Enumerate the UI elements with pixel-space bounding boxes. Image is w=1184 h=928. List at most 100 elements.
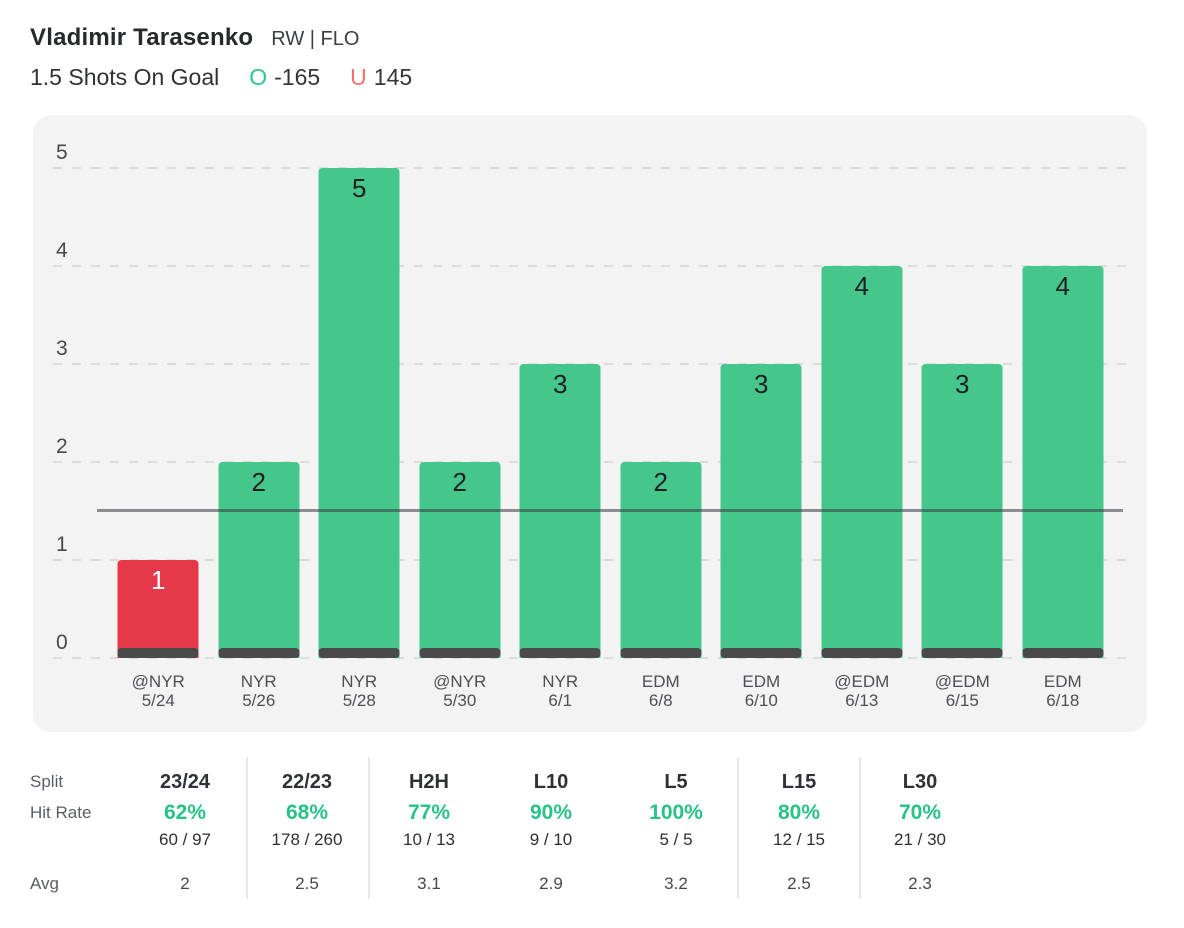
split-tab-23-24[interactable]: 23/24 62% 60 / 97 2 [124,745,246,915]
y-tick-label: 3 [56,337,68,360]
over-odds-button[interactable]: O -165 [249,64,320,91]
column-divider [737,757,739,899]
shots-bar[interactable]: 2 [218,462,300,658]
game-column: 5 [309,115,410,658]
split-label: 22/23 [281,771,333,793]
bar-value-label: 1 [151,565,166,595]
bar-value-label: 2 [251,467,266,497]
game-column: 4 [812,115,913,658]
prop-header: 1.5 Shots On Goal O -165 U 145 [30,64,412,91]
game-label: EDM 6/10 [742,672,781,710]
split-tab-l5[interactable]: L5 100% 5 / 5 3.2 [615,745,737,915]
under-odds-button[interactable]: U 145 [350,64,412,91]
game-label: EDM 6/8 [641,672,680,710]
over-icon: O [249,64,268,90]
under-icon: U [350,64,367,90]
bar-value-label: 4 [1055,271,1070,301]
game-label: EDM 6/18 [1043,672,1082,710]
hit-fraction: 60 / 97 [159,830,211,849]
shots-bar[interactable]: 4 [821,266,903,658]
column-divider [859,757,861,899]
bar-base [218,648,300,658]
column-divider [368,757,370,899]
hit-rate-value: 80% [777,801,821,824]
game-column: 2 [209,115,310,658]
y-tick-label: 1 [56,533,68,556]
split-tab-h2h[interactable]: H2H 77% 10 / 13 3.1 [368,745,490,915]
row-label-avg: Avg [30,874,59,893]
shots-bar[interactable]: 5 [318,168,400,658]
game-label: @EDM 6/15 [934,672,990,710]
avg-value: 2.9 [539,874,563,893]
player-name: Vladimir Tarasenko [30,24,254,51]
hit-rate-value: 90% [529,801,573,824]
hit-fraction: 12 / 15 [773,830,825,849]
splits-table: Split Hit Rate Avg 23/24 62% 60 / 97 2 2… [0,745,1184,928]
player-position-team: RW | FLO [271,28,360,50]
game-column: 1 [108,115,209,658]
row-label-split: Split [30,772,64,791]
y-tick-label: 5 [56,141,68,164]
split-label: L10 [533,771,569,793]
bar-base [318,648,400,658]
bar-base [620,648,702,658]
game-label: NYR 6/1 [542,672,579,710]
hit-rate-value: 77% [407,801,451,824]
shots-bar[interactable]: 1 [117,560,199,658]
row-label-hit-rate: Hit Rate [30,803,92,822]
split-tab-l15[interactable]: L15 80% 12 / 15 2.5 [738,745,860,915]
split-label: H2H [408,771,449,793]
bar-value-label: 2 [653,467,668,497]
avg-value: 3.2 [664,874,688,893]
hit-fraction: 9 / 10 [529,830,573,849]
bar-base [921,648,1003,658]
game-column: 3 [510,115,611,658]
hit-rate-value: 100% [649,801,703,824]
game-label: @EDM 6/13 [834,672,890,710]
game-column: 2 [611,115,712,658]
gridline-5 [53,167,1135,169]
game-label: NYR 5/28 [341,672,378,710]
hit-rate-value: 70% [898,801,942,824]
split-label: L30 [902,771,938,793]
hit-fraction: 10 / 13 [403,830,455,849]
avg-value: 2 [180,874,190,893]
shots-bar[interactable]: 2 [419,462,501,658]
y-tick-label: 2 [56,435,68,458]
split-tab-l10[interactable]: L10 90% 9 / 10 2.9 [490,745,612,915]
shots-bar-chart: 5 4 3 2 1 0 1 2 5 2 3 2 3 4 3 4 @NYR 5/24… [33,115,1147,732]
avg-value: 3.1 [417,874,441,893]
prop-line-marker [97,509,1123,512]
hit-fraction: 5 / 5 [659,830,693,849]
bar-base [821,648,903,658]
split-label: L5 [664,771,688,793]
bar-base [720,648,802,658]
bar-value-label: 4 [854,271,869,301]
avg-value: 2.5 [295,874,319,893]
y-tick-label: 4 [56,239,68,262]
avg-value: 2.3 [908,874,932,893]
bars-row: 1 2 5 2 3 2 3 4 3 4 [108,115,1113,658]
bar-base [419,648,501,658]
bar-value-label: 3 [553,369,568,399]
split-tab-22-23[interactable]: 22/23 68% 178 / 260 2.5 [246,745,368,915]
shots-bar[interactable]: 4 [1022,266,1104,658]
bar-value-label: 3 [754,369,769,399]
avg-value: 2.5 [787,874,811,893]
game-label: @NYR 5/30 [433,672,487,710]
split-label: L15 [781,771,817,793]
game-label: NYR 5/26 [240,672,277,710]
bar-value-label: 2 [452,467,467,497]
bar-base [1022,648,1104,658]
hit-rate-value: 62% [163,801,207,824]
y-tick-label: 0 [56,631,68,654]
column-divider [246,757,248,899]
player-header: Vladimir Tarasenko RW | FLO [30,24,359,52]
shots-bar[interactable]: 2 [620,462,702,658]
bar-base [519,648,601,658]
game-column: 2 [410,115,511,658]
under-odds-value: 145 [373,64,413,90]
split-tab-l30[interactable]: L30 70% 21 / 30 2.3 [859,745,981,915]
game-column: 3 [912,115,1013,658]
hit-fraction: 21 / 30 [894,830,946,849]
